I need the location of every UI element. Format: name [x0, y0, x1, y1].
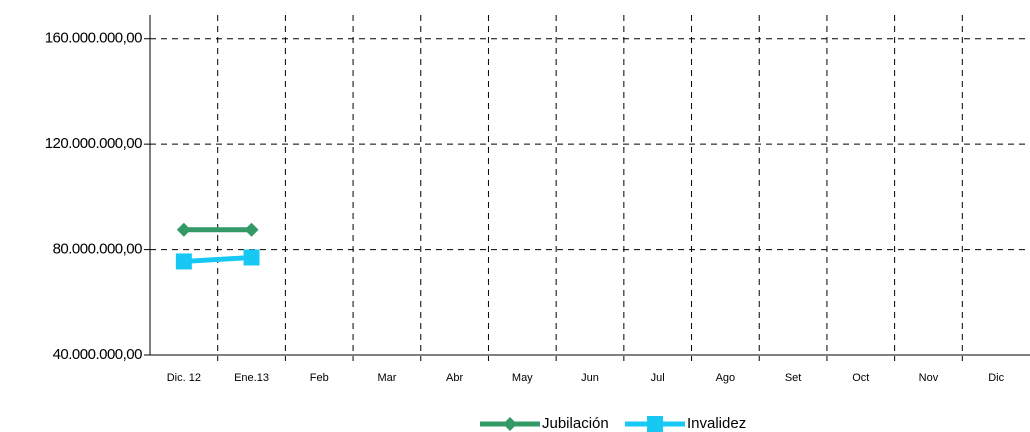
marker	[175, 253, 192, 270]
x-tick-label: Dic. 12	[167, 372, 201, 384]
legend-marker	[647, 416, 663, 432]
x-tick-label: Abr	[446, 372, 463, 384]
legend-label: Jubilación	[542, 415, 609, 432]
x-tick-label: Set	[785, 372, 802, 384]
x-tick-label: Ene.13	[234, 372, 269, 384]
legend-marker	[503, 417, 517, 431]
marker	[176, 222, 191, 237]
marker	[243, 249, 260, 266]
y-tick-label: 40.000.000,00	[53, 346, 143, 363]
y-tick-label: 80.000.000,00	[53, 241, 143, 258]
y-tick-label: 160.000.000,00	[45, 30, 142, 47]
legend-label: Invalidez	[687, 415, 746, 432]
x-tick-label: Feb	[310, 372, 329, 384]
x-tick-label: Nov	[919, 372, 939, 384]
x-tick-label: Jun	[581, 372, 599, 384]
x-tick-label: Dic	[988, 372, 1004, 384]
x-tick-label: Ago	[716, 372, 736, 384]
y-tick-label: 120.000.000,00	[45, 135, 142, 152]
series-line	[183, 254, 252, 264]
marker	[244, 222, 259, 237]
x-tick-label: Oct	[852, 372, 869, 384]
x-tick-label: May	[512, 372, 533, 384]
x-tick-label: Mar	[377, 372, 396, 384]
x-tick-label: Jul	[651, 372, 665, 384]
